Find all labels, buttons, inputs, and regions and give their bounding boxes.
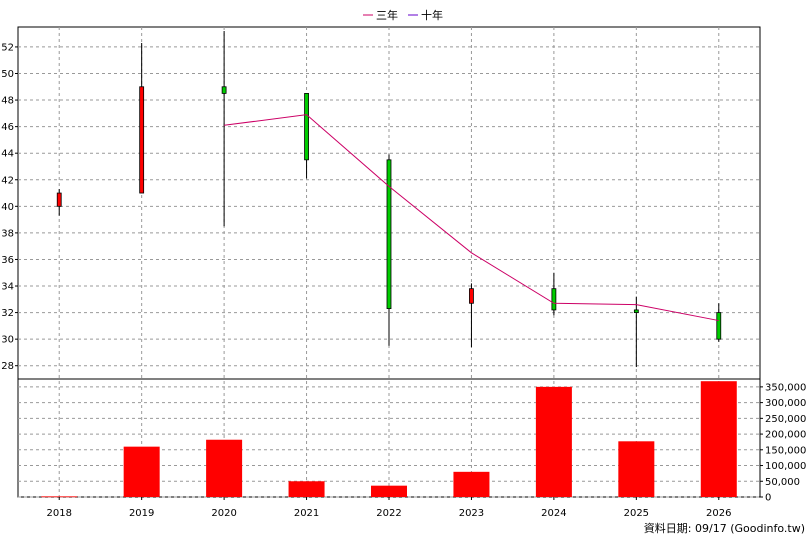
- candle-body: [304, 93, 309, 161]
- price-tick-label: 50: [1, 69, 14, 80]
- candlesticks: [56, 30, 722, 368]
- candle-body: [551, 288, 557, 311]
- volume-bar: [206, 439, 243, 497]
- price-tick-label: 52: [1, 42, 14, 53]
- candle-body: [386, 159, 392, 309]
- volume-bar: [288, 481, 325, 497]
- legend: 三年 十年: [363, 8, 443, 22]
- volume-bar: [371, 485, 407, 497]
- price-tick-label: 30: [1, 335, 14, 346]
- legend-label-three-year: 三年: [376, 8, 398, 22]
- candle: [716, 303, 722, 342]
- candle-body: [633, 309, 639, 313]
- price-tick-label: 40: [1, 202, 14, 213]
- candle: [56, 189, 62, 216]
- volume-tick-label: 200,000: [765, 430, 806, 441]
- volume-tick-label: 150,000: [765, 445, 806, 456]
- candle: [386, 154, 392, 346]
- candle-body: [139, 86, 145, 194]
- volume-bar: [453, 471, 490, 497]
- price-tick-label: 42: [1, 175, 14, 186]
- year-tick-label: 2023: [459, 508, 484, 519]
- year-tick-label: 2018: [46, 508, 71, 519]
- legend-label-ten-year: 十年: [421, 8, 443, 22]
- year-tick-label: 2020: [211, 508, 236, 519]
- year-tick-label: 2025: [624, 508, 649, 519]
- series-line: [224, 114, 719, 322]
- price-tick-label: 44: [1, 149, 14, 160]
- candle: [633, 296, 639, 368]
- candle: [304, 93, 309, 179]
- volume-axis: 0 50,000 100,000 150,000 200,000 250,000 300,0…: [760, 382, 806, 504]
- year-tick-label: 2019: [129, 508, 154, 519]
- year-tick-label: 2022: [376, 508, 401, 519]
- price-axis: 28 30 32 34 36 38 40 42 44 46 48 50 52: [1, 42, 18, 372]
- volume-tick-label: 350,000: [765, 382, 806, 393]
- volume-bars: [41, 381, 737, 498]
- year-tick-label: 2024: [541, 508, 566, 519]
- year-tick-label: 2021: [294, 508, 319, 519]
- volume-tick-label: 50,000: [765, 477, 800, 488]
- volume-bar: [700, 381, 737, 497]
- volume-bar: [618, 441, 655, 497]
- price-tick-label: 48: [1, 96, 14, 107]
- price-tick-label: 46: [1, 122, 14, 133]
- volume-tick-label: 300,000: [765, 398, 806, 409]
- volume-tick-label: 0: [765, 493, 771, 504]
- candle-body: [56, 192, 62, 207]
- price-tick-label: 34: [1, 282, 14, 293]
- volume-tick-label: 100,000: [765, 461, 806, 472]
- candle: [221, 30, 227, 227]
- price-tick-label: 36: [1, 255, 14, 266]
- year-axis: 2018 2019 2020 2021 2022 2023 2024 2025 2026: [46, 497, 732, 519]
- moving-average-lines: [224, 114, 719, 322]
- candle: [139, 42, 145, 194]
- source-label: 資料日期: 09/17 (Goodinfo.tw): [644, 521, 805, 535]
- candle: [469, 283, 474, 348]
- candle: [551, 272, 557, 316]
- price-tick-label: 32: [1, 308, 14, 319]
- year-tick-label: 2026: [706, 508, 731, 519]
- volume-bar: [535, 386, 572, 497]
- candle-body: [221, 86, 227, 94]
- price-tick-label: 28: [1, 361, 14, 372]
- volume-tick-label: 250,000: [765, 414, 806, 425]
- price-tick-label: 38: [1, 228, 14, 239]
- candle-body: [469, 288, 474, 304]
- volume-bar: [41, 496, 78, 498]
- volume-bar: [123, 446, 160, 497]
- candle-body: [716, 312, 722, 340]
